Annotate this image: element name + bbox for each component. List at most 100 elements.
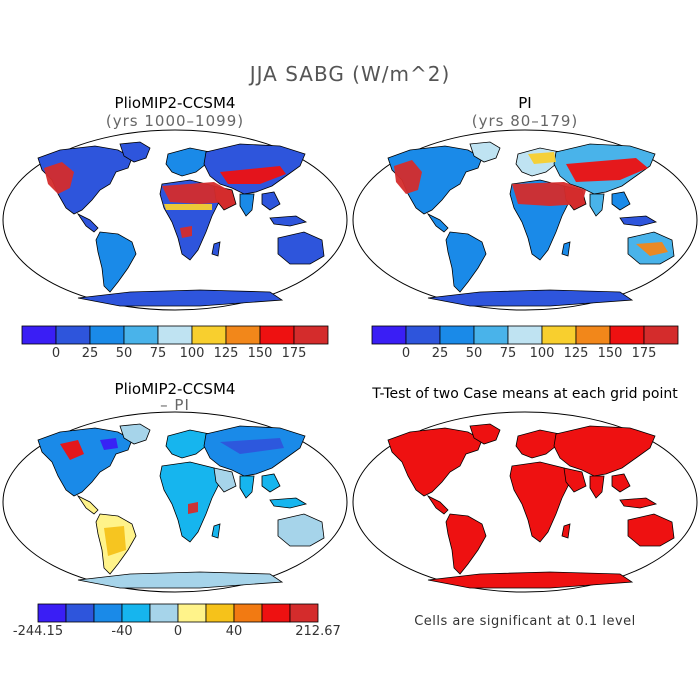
continent-europe-ttest [515,429,561,459]
continent-seasia-pliomip2 [261,191,281,211]
colorbar-diff-swatch-4 [149,603,179,623]
colorbar-pliomip2 [21,325,329,345]
colorbar-pliomip2-label-5: 125 [213,346,239,361]
colorbar-pi-label-3: 75 [499,346,517,361]
continent-indonesia-pliomip2 [269,215,308,227]
continent-india-ttest [589,475,605,499]
colorbar-pi-swatch-1 [405,325,441,345]
continent-india-diff [239,475,255,499]
hotspot-diff-1 [100,438,118,450]
colorbar-pliomip2-swatch-0 [21,325,57,345]
panel-subtitle-pliomip2: (yrs 1000–1099) [105,112,245,130]
colorbar-pliomip2-label-3: 75 [149,346,167,361]
continent-indonesia-ttest [619,497,658,509]
continent-antarctica-pliomip2 [77,289,284,307]
panel-title-pliomip2: PlioMIP2-CCSM4 [114,94,236,112]
colorbar-pliomip2-label-0: 0 [51,346,61,361]
colorbar-diff-swatch-5 [177,603,207,623]
colorbar-diff-swatch-0 [37,603,67,623]
continent-arabia-diff [213,467,237,493]
continent-arabia-ttest [563,467,587,493]
continent-madagascar-ttest [561,523,571,539]
continent-camerica-ttest [426,494,449,515]
continent-samerica-pliomip2 [95,231,137,293]
continent-india-pi [589,193,605,217]
continent-indonesia-diff [269,497,308,509]
main-title: JJA SABG (W/m^2) [249,62,451,86]
hotspot-pliomip2-3 [180,226,192,238]
colorbar-pliomip2-swatch-5 [191,325,227,345]
continent-antarctica-ttest [427,571,634,589]
colorbar-diff-swatch-9 [289,603,319,623]
hotspot-pliomip2-1 [162,182,232,204]
colorbar-diff-swatch-1 [65,603,95,623]
continent-asia-ttest [553,425,656,477]
continent-greenland-pi [469,141,501,163]
panel-title-ttest: T-Test of two Case means at each grid po… [372,386,678,402]
colorbar-pi-swatch-4 [507,325,543,345]
continent-camerica-diff [76,494,99,515]
continent-samerica-pi [445,231,487,293]
map-ttest [352,411,698,593]
colorbar-diff-label-1: -40 [111,624,133,639]
colorbar-diff-label-3: 40 [225,624,243,639]
colorbar-pi-swatch-3 [473,325,509,345]
map-diff [2,411,348,593]
continent-australia-pliomip2 [277,231,325,265]
continent-greenland-ttest [469,423,501,445]
colorbar-pliomip2-label-4: 100 [179,346,205,361]
colorbar-diff [37,603,319,623]
colorbar-pliomip2-label-6: 150 [247,346,273,361]
colorbar-pi-label-5: 125 [563,346,589,361]
map-pi [352,129,698,311]
colorbar-pliomip2-swatch-7 [259,325,295,345]
hotspot-diff-2 [220,438,284,454]
hotspot-pliomip2-2 [220,166,286,184]
continent-samerica-ttest [445,513,487,575]
colorbar-pi-swatch-6 [575,325,611,345]
colorbar-pi-swatch-0 [371,325,407,345]
hotspot-diff-0 [60,440,84,460]
panel-subtitle-diff: – PI [160,396,190,414]
hotspot-diff-4 [104,526,126,556]
hotspot-pliomip2-4 [164,204,212,210]
colorbar-pi-label-6: 150 [597,346,623,361]
colorbar-diff-swatch-6 [205,603,235,623]
continent-europe-pliomip2 [165,147,211,177]
colorbar-diff-label-4: 212.67 [295,624,341,639]
colorbar-pliomip2-label-1: 25 [81,346,99,361]
hotspot-pi-2 [566,158,648,182]
continent-madagascar-pi [561,241,571,257]
colorbar-pliomip2-swatch-2 [89,325,125,345]
colorbar-pliomip2-label-2: 50 [115,346,133,361]
continent-greenland-pliomip2 [119,141,151,163]
colorbar-pi-label-0: 0 [401,346,411,361]
colorbar-diff-swatch-7 [233,603,263,623]
colorbar-pi-label-4: 100 [529,346,555,361]
panel-title-diff: PlioMIP2-CCSM4 [114,380,236,398]
continent-namerica-ttest [387,427,483,497]
continent-australia-ttest [627,513,675,547]
colorbar-diff-swatch-3 [121,603,151,623]
continent-australia-diff [277,513,325,547]
colorbar-diff-swatch-2 [93,603,123,623]
colorbar-pi-swatch-7 [609,325,645,345]
panel-title-pi: PI [518,94,532,112]
continent-europe-diff [165,429,211,459]
significance-note: Cells are significant at 0.1 level [414,614,636,629]
continent-seasia-ttest [611,473,631,493]
colorbar-pliomip2-swatch-6 [225,325,261,345]
colorbar-diff-label-2: 0 [173,624,183,639]
continent-antarctica-diff [77,571,284,589]
continent-madagascar-diff [211,523,221,539]
colorbar-pi-label-2: 50 [465,346,483,361]
panel-subtitle-pi: (yrs 80–179) [471,112,579,130]
colorbar-pliomip2-swatch-1 [55,325,91,345]
continent-india-pliomip2 [239,193,255,217]
continent-seasia-pi [611,191,631,211]
colorbar-pliomip2-label-7: 175 [281,346,307,361]
hotspot-pi-1 [512,182,586,206]
hotspot-pi-3 [528,152,556,164]
continent-camerica-pi [426,212,449,233]
map-pliomip2 [2,129,348,311]
